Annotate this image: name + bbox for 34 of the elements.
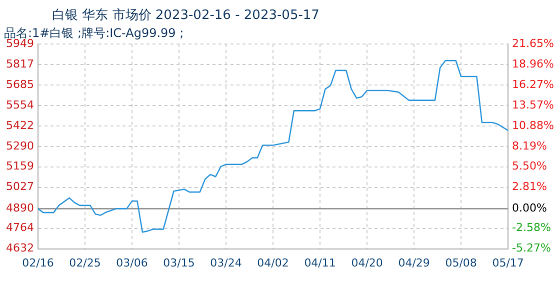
y-tick-label: 5159 <box>6 160 34 173</box>
y2-tick-label: 18.96% <box>512 57 554 70</box>
y2-tick-label: -5.27% <box>512 242 551 255</box>
x-tick-label: 03/15 <box>163 256 195 270</box>
chart-subtitle: 品名:1#白银 ;牌号:IC-Ag99.99 ; <box>4 25 184 40</box>
y-tick-label: 5422 <box>6 118 34 132</box>
y-tick-label: 4764 <box>6 221 34 234</box>
x-tick-label: 03/24 <box>210 256 242 270</box>
x-tick-label: 03/06 <box>116 256 148 270</box>
y-tick-label: 4632 <box>6 242 34 255</box>
x-tick-label: 02/16 <box>22 256 54 270</box>
y2-tick-label: 13.57% <box>512 98 554 112</box>
x-tick-label: 04/02 <box>257 256 289 270</box>
x-tick-label: 05/17 <box>492 256 524 270</box>
x-tick-label: 05/08 <box>445 256 477 270</box>
y-tick-label: 5817 <box>6 57 34 70</box>
x-tick-label: 04/29 <box>398 256 430 270</box>
y-tick-label: 5554 <box>6 98 34 112</box>
y2-tick-label: 2.81% <box>512 180 548 194</box>
y-tick-label: 5027 <box>6 180 34 194</box>
y2-tick-label: 0.00% <box>512 202 548 215</box>
y2-tick-label: 21.65% <box>512 36 554 50</box>
y-tick-label: 5685 <box>6 78 34 91</box>
chart-title: 白银 华东 市场价 2023-02-16 - 2023-05-17 <box>52 7 320 24</box>
y2-tick-label: -2.58% <box>512 221 551 234</box>
y2-tick-label: 16.27% <box>512 78 554 91</box>
x-tick-label: 02/25 <box>69 256 101 270</box>
y-tick-label: 5290 <box>6 139 34 152</box>
x-tick-label: 04/11 <box>304 256 336 270</box>
y2-tick-label: 10.88% <box>512 118 554 132</box>
y-tick-label: 4890 <box>6 202 34 215</box>
y2-tick-label: 8.19% <box>512 139 548 152</box>
x-tick-label: 04/20 <box>351 256 383 270</box>
y2-tick-label: 5.50% <box>512 160 548 173</box>
